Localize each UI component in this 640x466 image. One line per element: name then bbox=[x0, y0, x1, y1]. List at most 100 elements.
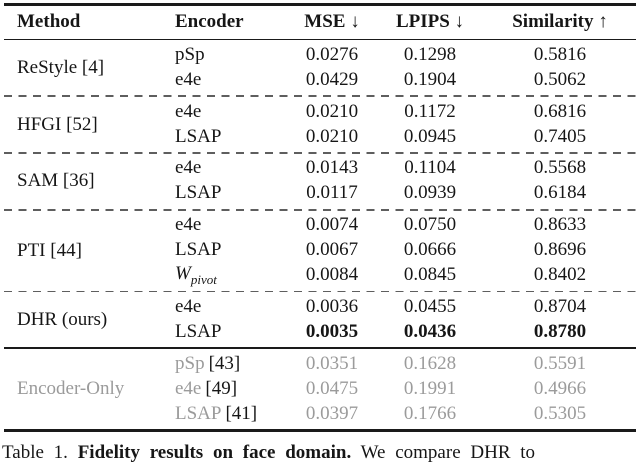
w-pivot-subscript: pivot bbox=[190, 271, 217, 287]
lpips-cell: 0.0945 bbox=[403, 125, 457, 147]
similarity-cell: 0.5816 bbox=[533, 43, 587, 65]
table-caption: Table 1. Fidelity results on face domain… bbox=[0, 440, 640, 466]
lpips-cell: 0.1904 bbox=[403, 68, 457, 90]
lpips-cell: 0.1991 bbox=[403, 377, 457, 399]
encoder-cell: pSp bbox=[175, 43, 205, 65]
method-label: SAM [36] bbox=[17, 170, 95, 192]
method-label: HFGI [52] bbox=[17, 113, 98, 135]
encoder-cell: pSp [43] bbox=[175, 352, 241, 374]
similarity-cell: 0.6184 bbox=[533, 182, 587, 204]
method-group-sam: SAM [36] e4e 0.0143 0.1104 0.5568 LSAP 0… bbox=[0, 154, 640, 209]
lpips-cell: 0.0666 bbox=[403, 239, 457, 261]
table-row: LSAP 0.0210 0.0945 0.7405 bbox=[175, 124, 640, 149]
mse-cell: 0.0397 bbox=[305, 402, 359, 424]
lpips-cell: 0.1628 bbox=[403, 352, 457, 374]
down-arrow-icon: ↓ bbox=[350, 11, 360, 32]
header-encoder: Encoder bbox=[175, 11, 244, 32]
table-row: Wpivot 0.0084 0.0845 0.8402 bbox=[175, 263, 640, 288]
table-row: e4e 0.0143 0.1104 0.5568 bbox=[175, 156, 640, 181]
table-row: LSAP 0.0117 0.0939 0.6184 bbox=[175, 181, 640, 206]
dashed-separator bbox=[4, 208, 636, 211]
similarity-cell: 0.5062 bbox=[533, 68, 587, 90]
lpips-cell: 0.1298 bbox=[403, 43, 457, 65]
citation: [49] bbox=[205, 377, 238, 399]
solid-separator bbox=[4, 347, 636, 350]
similarity-cell: 0.8704 bbox=[533, 295, 587, 317]
mse-cell: 0.0210 bbox=[305, 125, 359, 147]
encoder-cell: e4e bbox=[175, 214, 202, 236]
mse-cell: 0.0210 bbox=[305, 100, 359, 122]
w-pivot-symbol: W bbox=[175, 262, 191, 284]
mse-cell: 0.0143 bbox=[305, 157, 359, 179]
similarity-cell: 0.6816 bbox=[533, 100, 587, 122]
lpips-cell: 0.0939 bbox=[403, 182, 457, 204]
method-group-encoder-only: Encoder-Only pSp [43] 0.0351 0.1628 0.559… bbox=[0, 349, 640, 429]
mse-cell: 0.0351 bbox=[305, 352, 359, 374]
similarity-cell: 0.5591 bbox=[533, 352, 587, 374]
dashed-separator bbox=[4, 290, 636, 293]
table-top-rule bbox=[4, 3, 636, 6]
table-row: pSp 0.0276 0.1298 0.5816 bbox=[175, 42, 640, 67]
citation: [43] bbox=[208, 352, 241, 374]
similarity-cell: 0.8780 bbox=[533, 320, 587, 342]
lpips-cell: 0.1104 bbox=[404, 157, 456, 179]
mse-cell: 0.0475 bbox=[305, 377, 359, 399]
lpips-cell: 0.0845 bbox=[403, 264, 457, 286]
encoder-cell: e4e bbox=[175, 157, 202, 179]
similarity-cell: 0.5568 bbox=[533, 157, 587, 179]
header-method: Method bbox=[17, 11, 81, 32]
method-label: PTI [44] bbox=[17, 239, 82, 261]
method-group-pti: PTI [44] e4e 0.0074 0.0750 0.8633 LSAP 0… bbox=[0, 211, 640, 291]
citation: [41] bbox=[225, 402, 258, 424]
encoder-cell: LSAP bbox=[175, 320, 222, 342]
encoder-cell: LSAP bbox=[175, 182, 222, 204]
method-group-hfgi: HFGI [52] e4e 0.0210 0.1172 0.6816 LSAP … bbox=[0, 97, 640, 152]
method-label: DHR (ours) bbox=[17, 308, 108, 330]
dashed-separator bbox=[4, 95, 636, 98]
table-row: LSAP [41] 0.0397 0.1766 0.5305 bbox=[175, 401, 640, 426]
up-arrow-icon: ↑ bbox=[598, 11, 608, 32]
mse-cell: 0.0035 bbox=[305, 320, 359, 342]
table-row: e4e [49] 0.0475 0.1991 0.4966 bbox=[175, 376, 640, 401]
lpips-cell: 0.0750 bbox=[403, 214, 457, 236]
mse-cell: 0.0067 bbox=[305, 239, 359, 261]
encoder-cell: LSAP [41] bbox=[175, 402, 258, 424]
encoder-cell: e4e [49] bbox=[175, 377, 238, 399]
encoder-cell: LSAP bbox=[175, 239, 222, 261]
encoder-cell: LSAP bbox=[175, 125, 222, 147]
table-row: pSp [43] 0.0351 0.1628 0.5591 bbox=[175, 351, 640, 376]
mse-cell: 0.0084 bbox=[305, 264, 359, 286]
caption-prefix: Table 1. bbox=[2, 441, 68, 463]
mse-cell: 0.0117 bbox=[306, 182, 358, 204]
lpips-cell: 0.0455 bbox=[403, 295, 457, 317]
down-arrow-icon: ↓ bbox=[454, 11, 465, 32]
header-similarity: Similarity ↑ bbox=[512, 11, 608, 32]
encoder-cell: e4e bbox=[175, 295, 202, 317]
table-bottom-rule bbox=[4, 429, 636, 432]
mse-cell: 0.0036 bbox=[305, 295, 359, 317]
similarity-cell: 0.8696 bbox=[533, 239, 587, 261]
encoder-cell: e4e bbox=[175, 68, 202, 90]
similarity-cell: 0.4966 bbox=[533, 377, 587, 399]
similarity-cell: 0.8402 bbox=[533, 264, 587, 286]
mse-cell: 0.0429 bbox=[305, 68, 359, 90]
table-row: e4e 0.0036 0.0455 0.8704 bbox=[175, 294, 640, 319]
table-row: e4e 0.0429 0.1904 0.5062 bbox=[175, 67, 640, 92]
lpips-cell: 0.1172 bbox=[404, 100, 456, 122]
encoder-cell: e4e bbox=[175, 100, 202, 122]
lpips-cell: 0.0436 bbox=[403, 320, 457, 342]
caption-title: Fidelity results on face domain. bbox=[77, 441, 352, 463]
method-group-dhr: DHR (ours) e4e 0.0036 0.0455 0.8704 LSAP… bbox=[0, 292, 640, 347]
similarity-cell: 0.7405 bbox=[533, 125, 587, 147]
mse-cell: 0.0074 bbox=[305, 214, 359, 236]
method-group-restyle: ReStyle [4] pSp 0.0276 0.1298 0.5816 e4e… bbox=[0, 40, 640, 95]
caption-rest: We compare DHR to bbox=[360, 441, 536, 463]
header-lpips: LPIPS ↓ bbox=[395, 11, 465, 32]
dashed-separator bbox=[4, 152, 636, 154]
mse-cell: 0.0276 bbox=[305, 43, 359, 65]
table-header-rule bbox=[4, 38, 636, 41]
similarity-cell: 0.8633 bbox=[533, 214, 587, 236]
method-label: Encoder-Only bbox=[17, 378, 125, 400]
similarity-cell: 0.5305 bbox=[533, 402, 587, 424]
